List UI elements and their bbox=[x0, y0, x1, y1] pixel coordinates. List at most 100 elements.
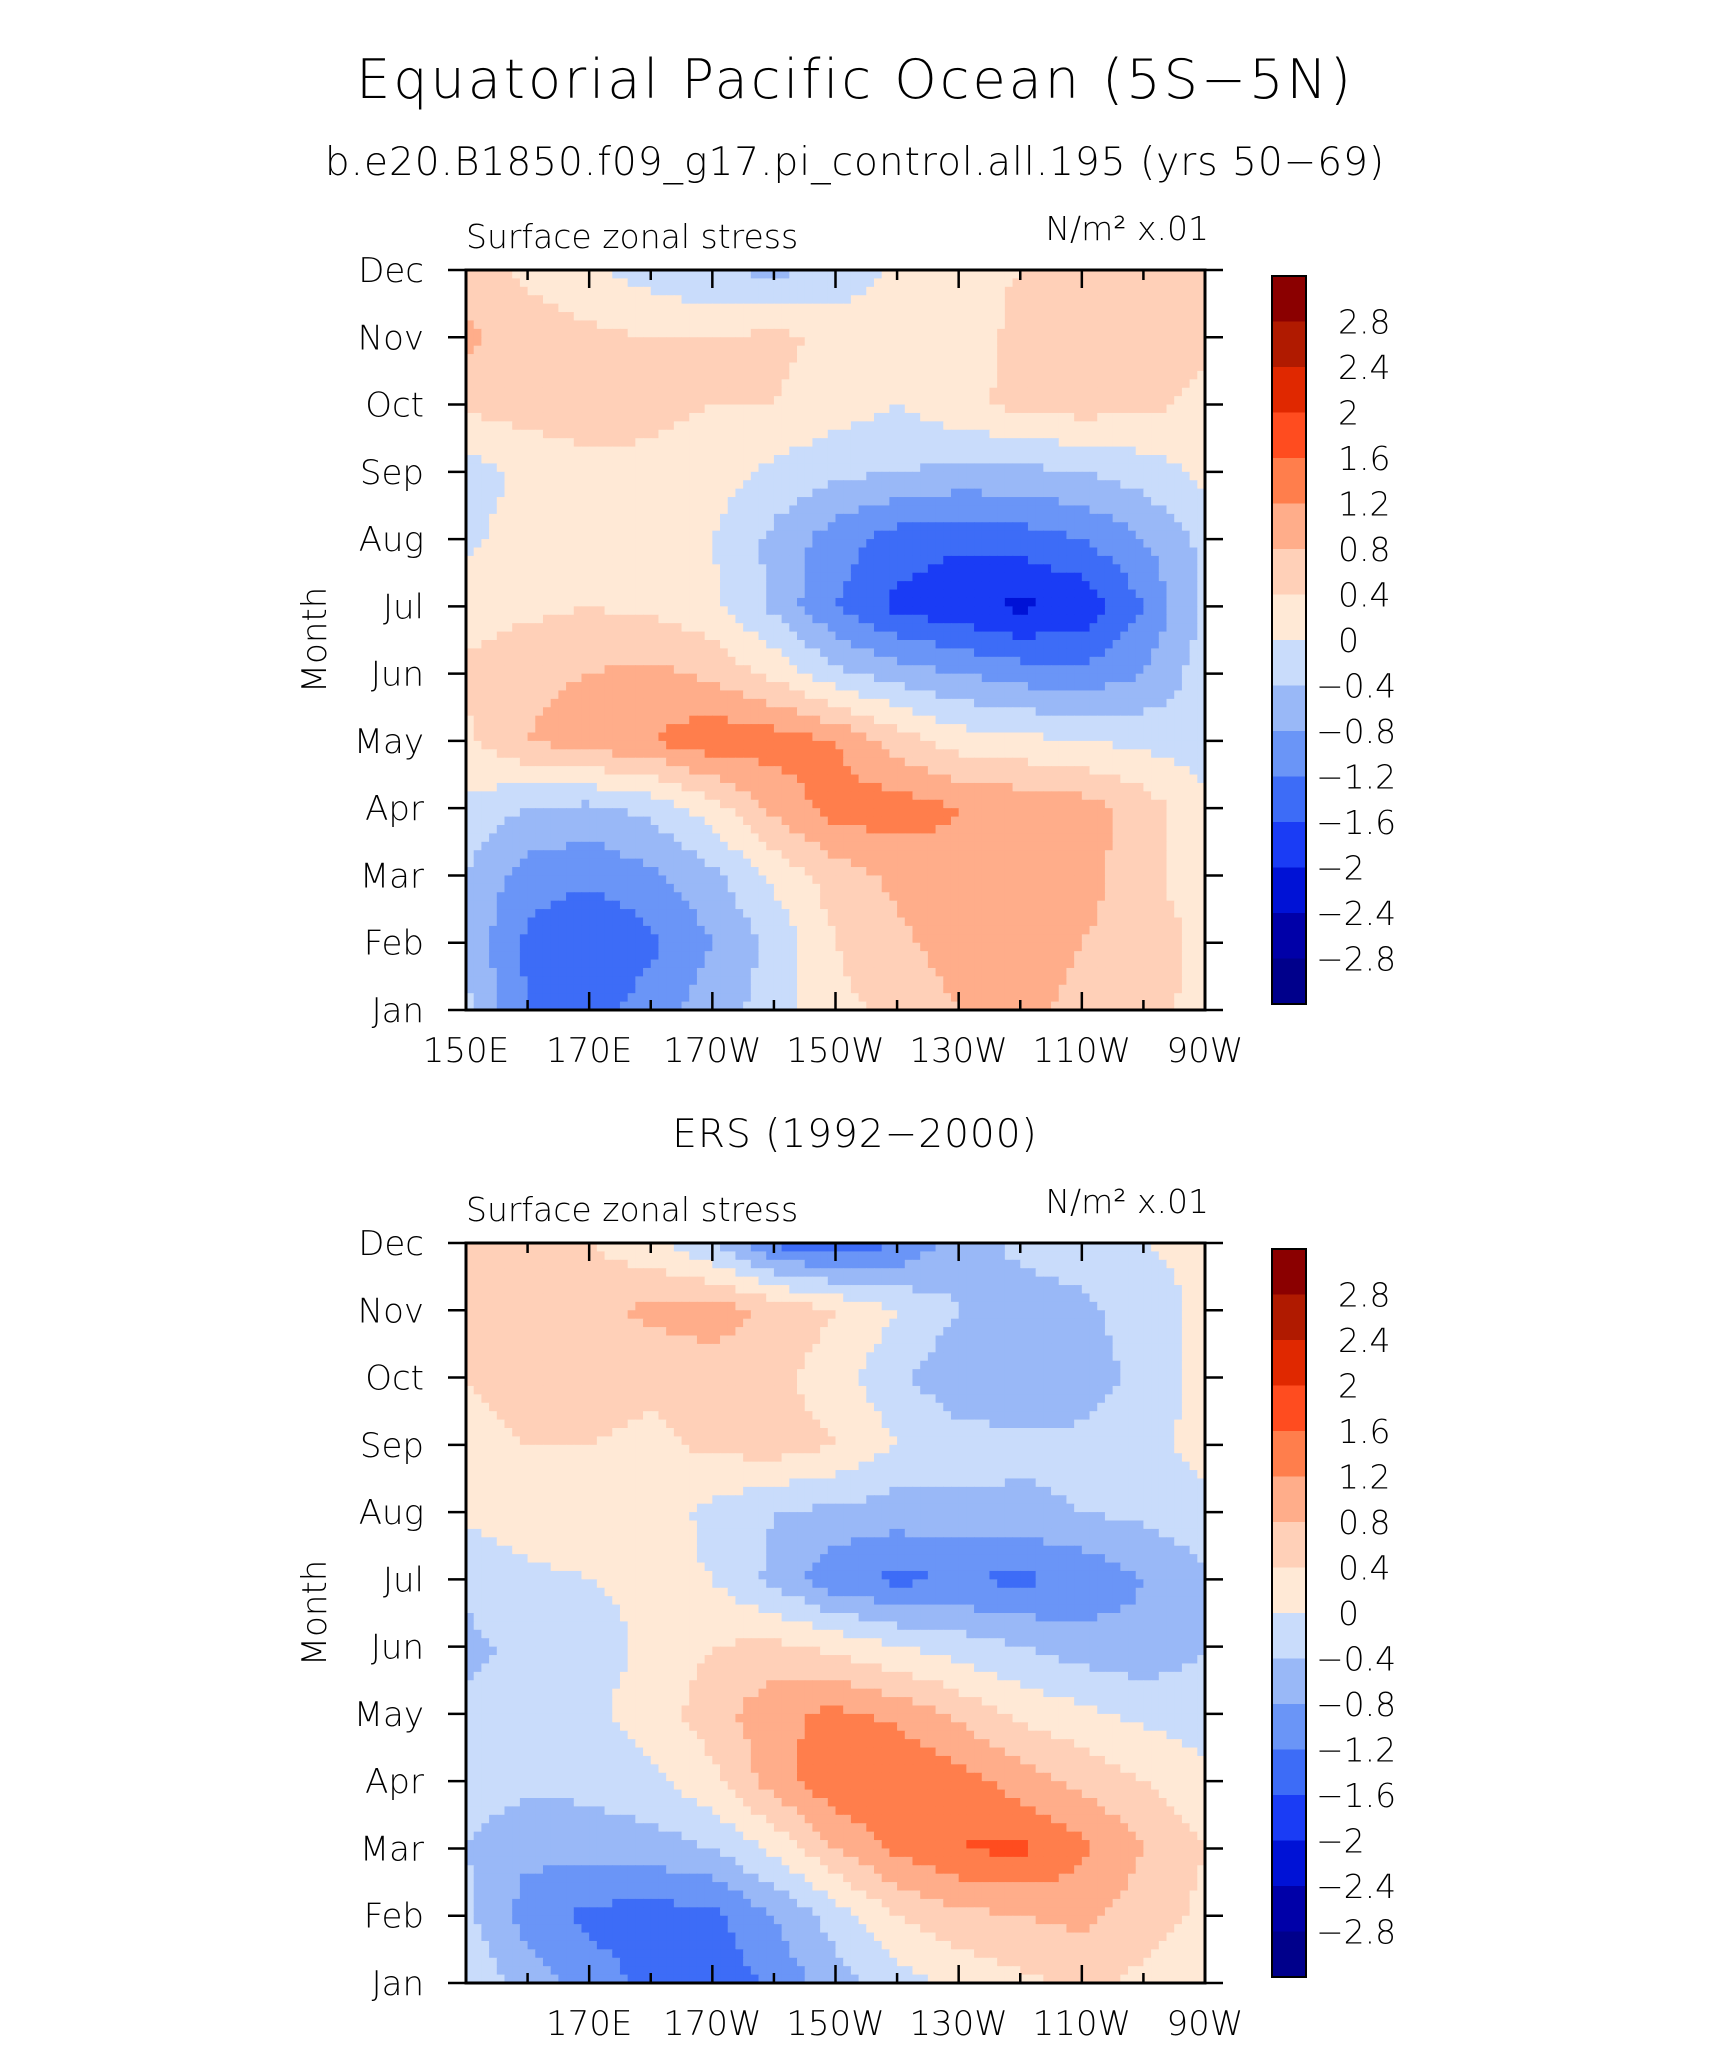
heatmap-cell bbox=[904, 572, 914, 582]
heatmap-cell bbox=[889, 623, 898, 633]
heatmap-cell bbox=[527, 589, 536, 599]
heatmap-cell bbox=[619, 572, 629, 582]
heatmap-cell bbox=[889, 522, 898, 532]
heatmap-cell bbox=[512, 379, 521, 389]
heatmap-cell bbox=[1074, 328, 1083, 338]
heatmap-cell bbox=[950, 581, 960, 591]
heatmap-cell bbox=[850, 278, 860, 288]
heatmap-cell bbox=[704, 631, 713, 641]
heatmap-cell bbox=[1128, 581, 1137, 591]
heatmap-cell bbox=[681, 396, 690, 406]
heatmap-cell bbox=[643, 665, 652, 675]
heatmap-cell bbox=[689, 589, 698, 599]
heatmap-cell bbox=[873, 640, 883, 650]
heatmap-cell bbox=[1089, 438, 1098, 448]
heatmap-cell bbox=[1043, 412, 1052, 422]
heatmap-cell bbox=[658, 303, 667, 313]
heatmap-cell bbox=[1120, 597, 1129, 607]
heatmap-cell bbox=[943, 362, 952, 372]
heatmap-cell bbox=[850, 589, 860, 599]
heatmap-cell bbox=[604, 488, 613, 498]
heatmap-cell bbox=[735, 564, 744, 574]
heatmap-cell bbox=[1043, 513, 1052, 523]
heatmap-cell bbox=[1135, 421, 1145, 431]
heatmap-cell bbox=[1089, 564, 1098, 574]
heatmap-cell bbox=[1197, 547, 1206, 557]
heatmap-cell bbox=[1135, 404, 1145, 414]
heatmap-cell bbox=[1097, 488, 1106, 498]
heatmap-cell bbox=[858, 623, 867, 633]
heatmap-cell bbox=[1112, 379, 1121, 389]
heatmap-cell bbox=[489, 337, 498, 347]
heatmap-cell bbox=[797, 572, 806, 582]
heatmap-cell bbox=[1074, 396, 1083, 406]
heatmap-cell bbox=[974, 497, 983, 507]
heatmap-cell bbox=[1181, 429, 1191, 439]
heatmap-cell bbox=[943, 480, 952, 490]
heatmap-cell bbox=[943, 555, 952, 565]
heatmap-cell bbox=[473, 690, 482, 700]
heatmap-cell bbox=[943, 429, 952, 439]
heatmap-cell bbox=[635, 640, 644, 650]
heatmap-cell bbox=[743, 463, 752, 473]
heatmap-cell bbox=[735, 614, 744, 624]
heatmap-cell bbox=[489, 429, 498, 439]
heatmap-cell bbox=[589, 421, 598, 431]
heatmap-cell bbox=[489, 354, 498, 364]
heatmap-cell bbox=[681, 631, 690, 641]
heatmap-cell bbox=[504, 303, 513, 313]
heatmap-cell bbox=[889, 614, 898, 624]
heatmap-cell bbox=[1135, 539, 1145, 549]
heatmap-cell bbox=[1151, 396, 1160, 406]
heatmap-cell bbox=[1012, 354, 1021, 364]
heatmap-cell bbox=[889, 320, 898, 330]
heatmap-cell bbox=[812, 505, 821, 515]
heatmap-cell bbox=[935, 640, 944, 650]
heatmap-cell bbox=[766, 581, 775, 591]
heatmap-cell bbox=[820, 539, 829, 549]
heatmap-cell bbox=[1074, 270, 1083, 280]
heatmap-cell bbox=[643, 488, 652, 498]
heatmap-cell bbox=[1143, 555, 1152, 565]
heatmap-cell bbox=[1174, 328, 1183, 338]
heatmap-cell bbox=[812, 606, 821, 616]
heatmap-cell bbox=[743, 438, 752, 448]
heatmap-cell bbox=[650, 328, 660, 338]
heatmap-cell bbox=[943, 328, 952, 338]
heatmap-cell bbox=[1074, 345, 1083, 355]
heatmap-cell bbox=[558, 698, 567, 708]
heatmap-cell bbox=[558, 631, 567, 641]
heatmap-cell bbox=[858, 471, 867, 481]
heatmap-cell bbox=[943, 312, 952, 322]
heatmap-cell bbox=[881, 505, 890, 515]
heatmap-cell bbox=[943, 522, 952, 532]
heatmap-cell bbox=[889, 606, 898, 616]
heatmap-cell bbox=[750, 463, 760, 473]
heatmap-cell bbox=[1189, 581, 1198, 591]
heatmap-cell bbox=[897, 320, 906, 330]
heatmap-cell bbox=[758, 455, 767, 465]
heatmap-cell bbox=[1166, 698, 1175, 708]
heatmap-cell bbox=[743, 429, 752, 439]
heatmap-cell bbox=[858, 581, 867, 591]
heatmap-cell bbox=[1012, 429, 1021, 439]
heatmap-cell bbox=[997, 480, 1006, 490]
heatmap-cell bbox=[1128, 270, 1137, 280]
heatmap-cell bbox=[673, 505, 683, 515]
heatmap-cell bbox=[658, 505, 667, 515]
heatmap-cell bbox=[1197, 379, 1206, 389]
heatmap-cell bbox=[958, 286, 967, 296]
heatmap-cell bbox=[850, 581, 860, 591]
heatmap-cell bbox=[1066, 682, 1075, 692]
heatmap-cell bbox=[835, 295, 844, 305]
heatmap-cell bbox=[820, 698, 829, 708]
heatmap-cell bbox=[1135, 505, 1145, 515]
heatmap-cell bbox=[1135, 513, 1145, 523]
heatmap-cell bbox=[1104, 421, 1114, 431]
heatmap-cell bbox=[1151, 429, 1160, 439]
heatmap-cell bbox=[658, 354, 667, 364]
heatmap-cell bbox=[566, 446, 575, 456]
heatmap-cell bbox=[1189, 497, 1198, 507]
heatmap-cell bbox=[589, 564, 598, 574]
heatmap-cell bbox=[827, 589, 837, 599]
